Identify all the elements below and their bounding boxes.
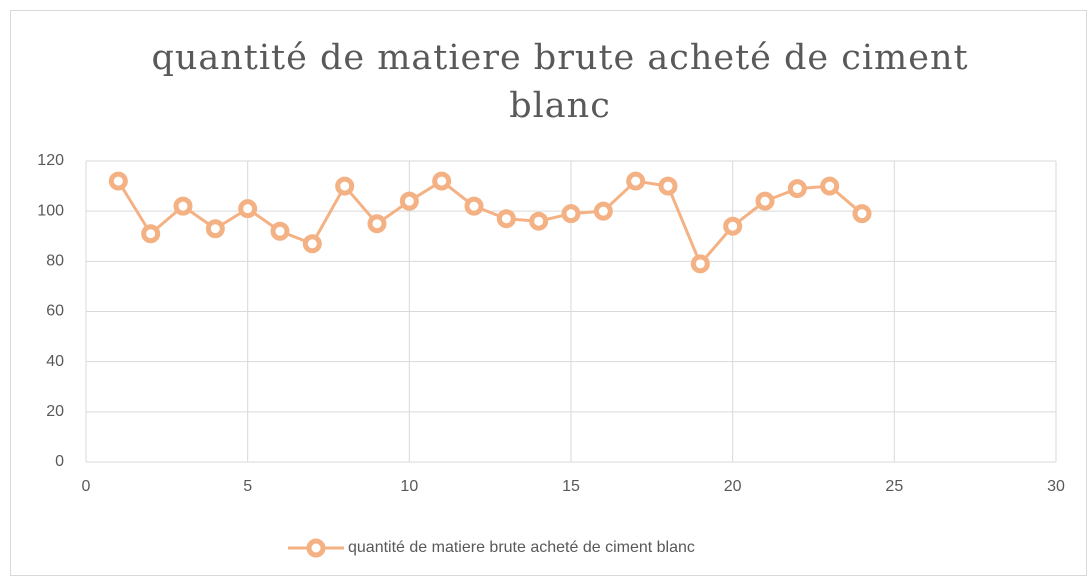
x-tick-label: 0 (82, 478, 91, 495)
data-point (820, 176, 840, 196)
data-point (432, 171, 452, 191)
data-point (399, 191, 419, 211)
data-point (787, 179, 807, 199)
data-point (529, 211, 549, 231)
data-point (302, 234, 322, 254)
data-point (658, 176, 678, 196)
legend-label: quantité de matiere brute acheté de cime… (348, 539, 695, 556)
data-point (690, 254, 710, 274)
y-tick-label: 60 (46, 303, 64, 320)
x-tick-label: 10 (400, 478, 418, 495)
data-point (173, 196, 193, 216)
data-point (367, 214, 387, 234)
data-point (496, 209, 516, 229)
data-point (205, 219, 225, 239)
data-point (270, 221, 290, 241)
data-point (108, 171, 128, 191)
x-tick-label: 20 (724, 478, 742, 495)
chart-frame (10, 10, 1087, 576)
data-point (755, 191, 775, 211)
y-tick-label: 40 (46, 353, 64, 370)
y-tick-label: 20 (46, 403, 64, 420)
series-line (117, 179, 863, 266)
data-point (626, 171, 646, 191)
data-point (593, 201, 613, 221)
data-point (141, 224, 161, 244)
data-point (852, 204, 872, 224)
y-tick-label: 120 (37, 152, 64, 169)
y-tick-label: 0 (55, 453, 64, 470)
data-point (464, 196, 484, 216)
data-point (723, 216, 743, 236)
data-point (561, 204, 581, 224)
x-tick-label: 25 (885, 478, 903, 495)
x-tick-label: 15 (562, 478, 580, 495)
chart-title: quantité de matiere brute acheté de cime… (151, 38, 969, 126)
x-tick-label: 5 (243, 478, 252, 495)
y-tick-label: 80 (46, 253, 64, 270)
data-point (335, 176, 355, 196)
x-tick-label: 30 (1047, 478, 1065, 495)
y-tick-label: 100 (37, 202, 64, 219)
legend-marker (306, 538, 326, 558)
data-point (238, 199, 258, 219)
